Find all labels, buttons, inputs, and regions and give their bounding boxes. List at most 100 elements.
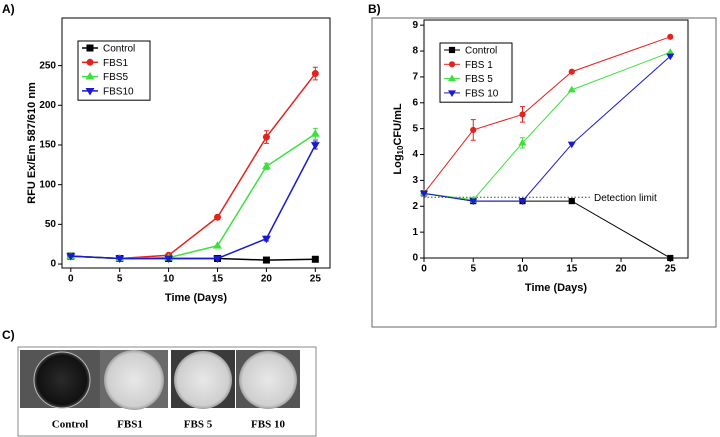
legend-marker — [85, 88, 95, 96]
x-tick-label: 0 — [68, 274, 74, 285]
x-tick-label: 20 — [261, 274, 273, 285]
panel-label: A) — [2, 2, 15, 16]
series-line — [70, 133, 316, 260]
y-tick-label: 1 — [412, 227, 418, 238]
well — [33, 351, 91, 409]
data-point — [419, 190, 429, 198]
data-point — [214, 213, 222, 221]
y-tick-label: 200 — [39, 100, 56, 111]
legend-marker — [448, 61, 456, 68]
y-tick-label: 0 — [412, 253, 418, 264]
y-tick-label: 250 — [39, 60, 56, 71]
data-point — [519, 111, 526, 118]
x-axis-label: Time (Days) — [525, 282, 587, 294]
legend-label: FBS10 — [103, 87, 134, 98]
legend-marker — [448, 46, 456, 54]
data-point — [262, 133, 270, 141]
data-point — [213, 255, 223, 264]
legend-marker — [86, 44, 94, 52]
y-axis-label-part: 10 — [396, 145, 405, 154]
data-point — [568, 68, 575, 75]
data-point — [311, 70, 319, 78]
y-tick-label: 6 — [412, 97, 418, 108]
y-tick-label: 150 — [39, 140, 56, 151]
data-point — [213, 241, 223, 249]
plot-frame — [61, 17, 331, 269]
x-tick-label: 15 — [212, 274, 224, 285]
data-point — [666, 53, 675, 61]
y-tick-label: 9 — [412, 20, 418, 31]
data-point — [261, 235, 271, 244]
y-tick-label: 7 — [412, 72, 418, 83]
photo-panel: Control FBS1 FBS 5 FBS 10 — [17, 346, 317, 437]
photo-border — [17, 346, 317, 437]
photo-caption: FBS 10 — [251, 419, 285, 431]
legend-label: FBS 1 — [465, 60, 493, 71]
panel-label: C) — [2, 328, 15, 342]
photo-caption: Control — [52, 419, 88, 431]
data-point — [164, 255, 174, 264]
x-tick-label: 10 — [163, 274, 175, 285]
x-tick-label: 25 — [665, 264, 677, 275]
panel-border — [371, 17, 717, 328]
data-point — [567, 85, 576, 93]
plot-frame — [423, 19, 689, 259]
photo-caption: FBS1 — [117, 419, 143, 431]
legend-label: FBS5 — [103, 72, 128, 83]
y-tick-label: 8 — [412, 46, 418, 57]
legend-label: FBS 10 — [465, 89, 499, 100]
y-tick-label: 3 — [412, 175, 418, 186]
y-tick-label: 4 — [412, 149, 418, 160]
y-axis-label: RFU Ex/Em 587/610 nm — [26, 82, 38, 204]
well — [174, 351, 232, 409]
well — [239, 351, 297, 409]
data-point — [518, 138, 527, 146]
y-axis-label: Log10CFU/mL — [392, 103, 405, 175]
data-point — [667, 254, 674, 262]
x-tick-label: 0 — [421, 264, 427, 275]
panel-label: B) — [368, 2, 381, 16]
detection-limit-label: Detection limit — [594, 193, 657, 204]
data-point — [115, 255, 125, 264]
series-line — [70, 144, 316, 260]
data-point — [262, 256, 270, 264]
x-tick-label: 15 — [566, 264, 578, 275]
data-point — [66, 253, 76, 261]
legend-label: FBS 5 — [465, 74, 493, 85]
y-axis-label-part: Log — [392, 154, 404, 174]
x-axis-label: Time (Days) — [165, 292, 227, 304]
y-tick-label: 5 — [412, 123, 418, 134]
y-tick-label: 2 — [412, 201, 418, 212]
data-point — [311, 255, 319, 263]
legend-marker — [86, 58, 94, 66]
x-tick-label: 10 — [517, 264, 529, 275]
x-tick-label: 20 — [615, 264, 627, 275]
legend-label: FBS1 — [103, 58, 128, 69]
data-point — [568, 197, 575, 205]
data-point — [470, 126, 477, 134]
y-tick-label: 0 — [50, 259, 56, 270]
legend-marker — [447, 90, 457, 97]
photo-caption: FBS 5 — [184, 419, 213, 431]
x-tick-label: 5 — [117, 274, 123, 285]
legend-label: Control — [465, 46, 497, 57]
legend-marker — [447, 74, 457, 82]
x-tick-label: 5 — [470, 264, 476, 275]
data-point — [667, 33, 674, 40]
data-point — [567, 141, 576, 149]
legend-marker — [85, 72, 95, 80]
data-point — [310, 142, 320, 150]
legend-label: Control — [103, 44, 135, 55]
data-point — [518, 198, 527, 206]
data-point — [310, 129, 320, 137]
data-point — [261, 161, 271, 170]
x-tick-label: 25 — [310, 274, 322, 285]
well — [104, 350, 164, 410]
data-point — [469, 198, 478, 206]
series-line — [70, 73, 316, 260]
y-tick-label: 100 — [39, 179, 56, 190]
y-axis-label-part: CFU/mL — [392, 103, 404, 145]
y-tick-label: 50 — [45, 219, 57, 230]
data-point — [666, 48, 675, 55]
